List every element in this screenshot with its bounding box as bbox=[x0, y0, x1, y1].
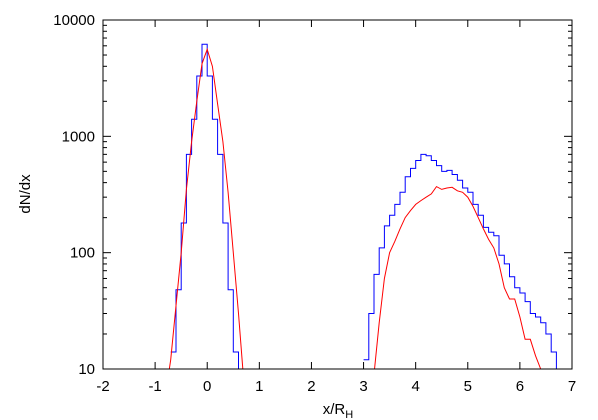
x-tick-label: 0 bbox=[203, 378, 211, 395]
x-tick-label: 1 bbox=[255, 378, 263, 395]
y-tick-label: 100 bbox=[70, 245, 95, 262]
x-tick-label: 2 bbox=[307, 378, 315, 395]
x-tick-label: 6 bbox=[516, 378, 524, 395]
plot-frame bbox=[102, 19, 573, 370]
x-tick-label: 3 bbox=[359, 378, 367, 395]
x-axis-label-subscript: H bbox=[345, 409, 353, 420]
line-series-segment-1 bbox=[168, 47, 244, 369]
y-tick-label: 10000 bbox=[53, 12, 95, 29]
x-axis-label-main: x/R bbox=[323, 401, 346, 418]
x-axis-label: x/RH bbox=[323, 401, 354, 420]
histogram-series-segment-2 bbox=[363, 153, 562, 369]
y-axis-label: dN/dx bbox=[17, 174, 34, 214]
line-series-segment-2 bbox=[374, 185, 542, 369]
x-tick-label: -1 bbox=[148, 378, 161, 395]
y-tick-label: 10 bbox=[78, 361, 95, 378]
x-tick-label: -2 bbox=[96, 378, 109, 395]
y-tick-label: 1000 bbox=[62, 128, 95, 145]
x-tick-label: 5 bbox=[464, 378, 472, 395]
x-tick-label: 7 bbox=[568, 378, 576, 395]
x-tick-label: 4 bbox=[411, 378, 419, 395]
